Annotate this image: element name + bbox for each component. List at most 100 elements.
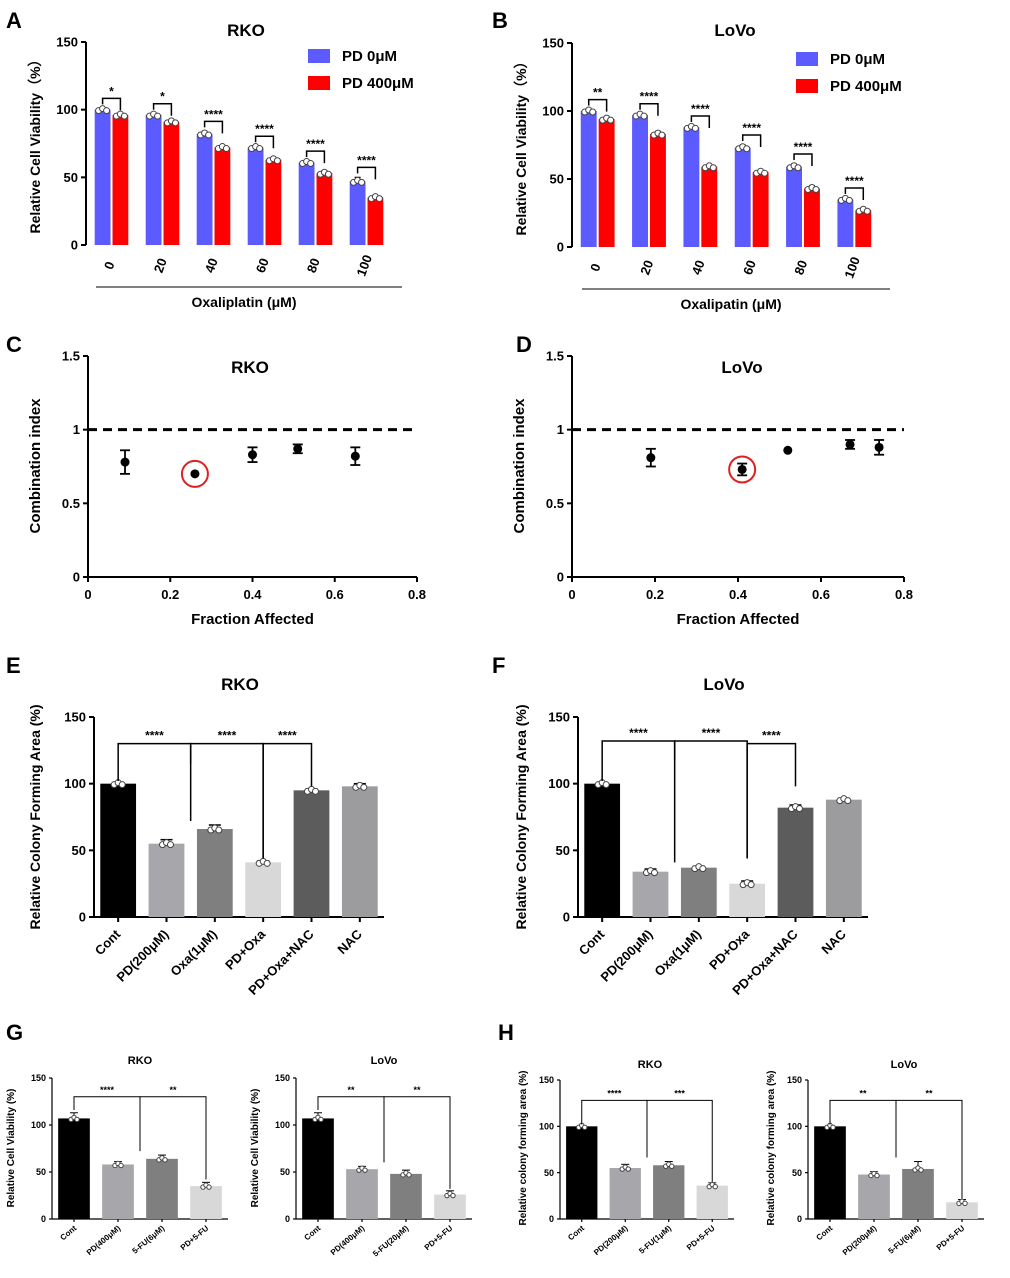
y-tick-label: 0: [557, 570, 564, 585]
significance-bracket: [305, 150, 326, 164]
y-tick-label: 150: [275, 1073, 290, 1083]
bar: [680, 867, 717, 917]
significance-bracket: [581, 1099, 648, 1158]
data-point: [737, 464, 747, 474]
replicate-dot: [845, 196, 853, 204]
y-axis-label: Relative Cell Viability（%）: [27, 52, 43, 233]
bar: [316, 173, 333, 245]
bar: [148, 843, 185, 917]
x-tick-label: 80: [791, 258, 810, 277]
y-axis-label: Relative colony forming area (%): [518, 1070, 529, 1225]
significance-bracket: [587, 98, 608, 112]
replicate-dot: [307, 159, 315, 167]
significance-label: **: [593, 86, 603, 100]
replicate-dot: [205, 131, 213, 139]
legend-swatch: [796, 79, 818, 93]
legend-swatch: [308, 49, 330, 63]
y-axis-label: Relative Colony Forming Area (%): [513, 704, 529, 929]
significance-label: ****: [306, 137, 325, 151]
significance-label: ****: [100, 1085, 115, 1095]
replicate-dot: [171, 119, 179, 127]
bar: [293, 790, 330, 917]
bar: [367, 197, 384, 245]
significance-label: **: [859, 1088, 867, 1098]
bar: [650, 134, 666, 247]
significance-bracket: [152, 102, 173, 116]
bar: [265, 159, 282, 245]
significance-label: *: [160, 90, 165, 104]
data-point: [248, 450, 257, 460]
replicate-dot: [794, 164, 802, 172]
bar: [214, 147, 231, 245]
significance-label: ****: [357, 153, 376, 167]
legend-swatch: [308, 76, 330, 90]
bar: [855, 210, 872, 247]
bar: [598, 119, 615, 247]
x-tick-label: PD(200μM): [597, 927, 655, 985]
significance-label: ****: [794, 140, 813, 154]
replicate-dot: [406, 1172, 412, 1178]
bar: [683, 127, 700, 247]
y-tick-label: 1: [73, 422, 80, 437]
bar: [146, 1158, 178, 1219]
significance-bracket: [317, 1096, 385, 1163]
data-point: [845, 439, 855, 449]
bar: [247, 147, 264, 245]
significance-bracket: [895, 1099, 963, 1199]
bar: [825, 799, 862, 917]
replicate-dot: [154, 112, 162, 120]
x-tick-label: PD+Oxa: [706, 926, 753, 973]
replicate-dot: [709, 164, 717, 172]
replicate-dot: [874, 1172, 880, 1179]
x-tick-label: Cont: [815, 1223, 835, 1242]
bar: [696, 1185, 728, 1219]
significance-label: ****: [607, 1088, 622, 1098]
bar: [858, 1174, 890, 1219]
replicate-dot: [640, 112, 648, 120]
bar: [946, 1202, 978, 1219]
replicate-dot: [206, 1184, 212, 1190]
bar: [58, 1118, 90, 1219]
data-point: [120, 457, 130, 467]
significance-bracket: [829, 1099, 897, 1158]
bar: [94, 109, 111, 246]
y-tick-label: 1.5: [546, 349, 564, 364]
x-tick-label: 60: [740, 258, 759, 277]
y-tick-label: 100: [64, 776, 86, 791]
panel-letter: F: [492, 653, 505, 678]
bar: [837, 199, 854, 247]
replicate-dot: [582, 1124, 588, 1131]
bar: [196, 134, 213, 245]
bar: [584, 783, 621, 917]
bar: [632, 871, 669, 917]
replicate-dot: [691, 124, 699, 132]
panel-letter: B: [492, 8, 508, 33]
significance-label: ****: [278, 729, 297, 743]
replicate-dot: [918, 1167, 924, 1173]
x-tick-label: Cont: [303, 1223, 323, 1242]
x-tick-label: PD+5-FU: [179, 1223, 211, 1252]
replicate-dot: [312, 787, 319, 795]
y-tick-label: 50: [544, 1168, 554, 1178]
data-point: [293, 444, 303, 454]
bar: [777, 807, 814, 917]
x-tick-label: PD(400μM): [329, 1223, 367, 1257]
bar: [804, 188, 820, 247]
bar: [346, 1169, 378, 1219]
replicate-dot: [589, 108, 597, 116]
y-tick-label: 50: [556, 843, 570, 858]
x-tick-label: 60: [253, 256, 272, 275]
panel-title: RKO: [221, 675, 259, 694]
y-tick-label: 0.5: [62, 496, 80, 511]
replicate-dot: [602, 781, 610, 789]
bar: [163, 121, 180, 245]
significance-label: ****: [204, 107, 223, 121]
x-tick-label: 0: [568, 587, 575, 602]
y-axis-label: Combination index: [27, 398, 44, 534]
bar: [902, 1168, 934, 1219]
significance-label: ****: [218, 729, 237, 743]
legend-label: PD 0μM: [830, 51, 885, 68]
replicate-dot: [607, 116, 615, 124]
x-axis-label: Fraction Affected: [677, 611, 800, 628]
